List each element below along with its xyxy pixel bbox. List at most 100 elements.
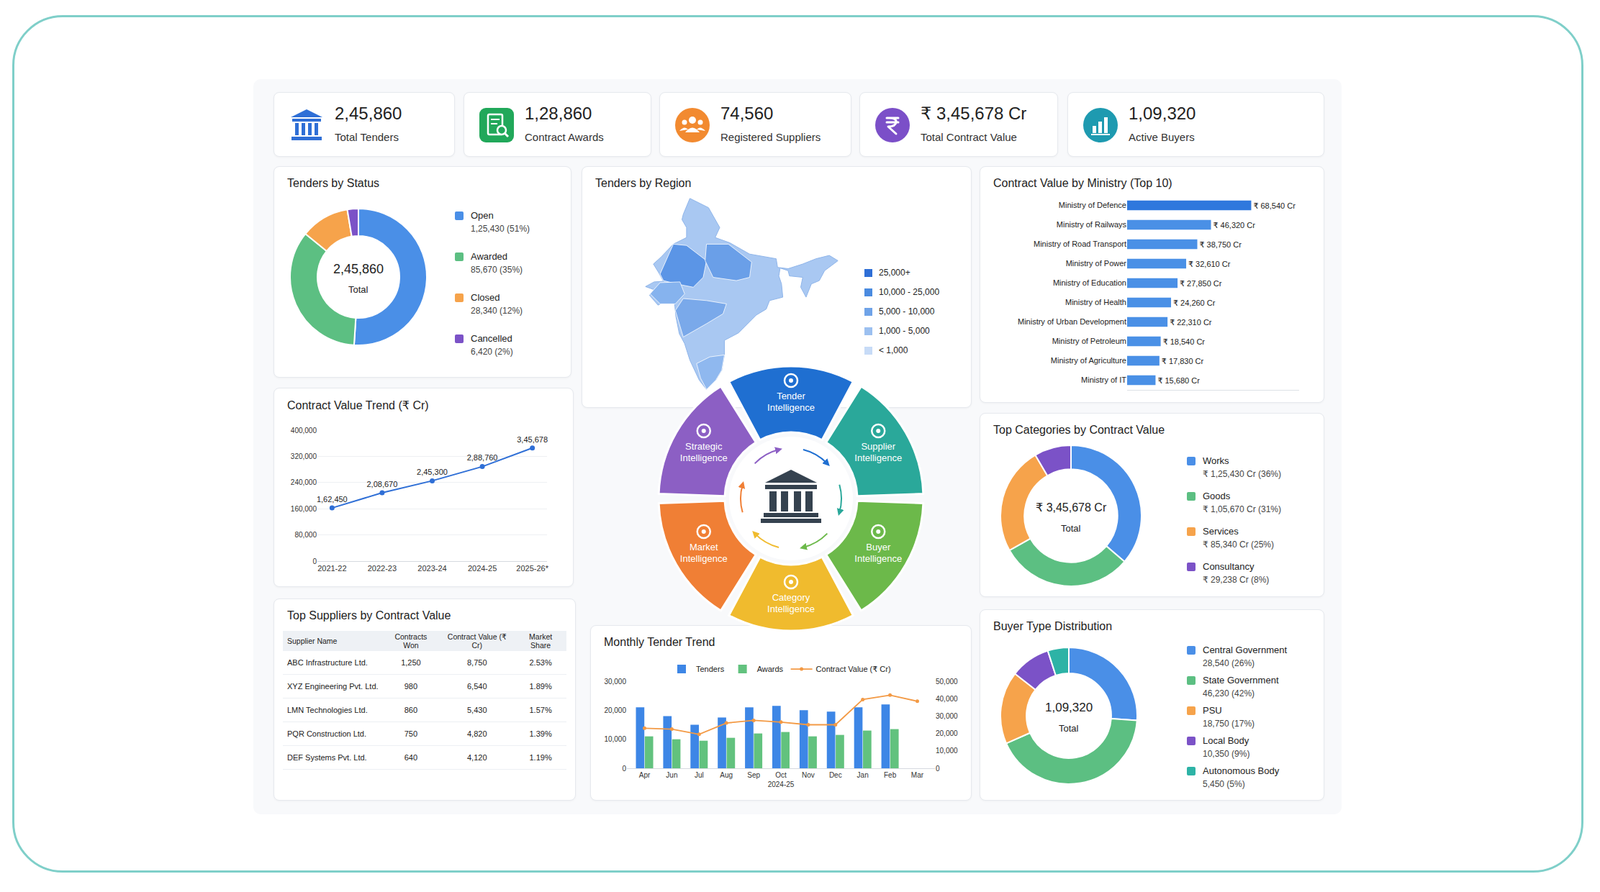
- svg-text:Tenders: Tenders: [695, 665, 725, 674]
- svg-text:Ministry of Railways: Ministry of Railways: [1056, 220, 1128, 229]
- html-text:Tenders by Status: Tenders by Status: [287, 177, 380, 190]
- html-text:Top Suppliers by Contract Valu: Top Suppliers by Contract Value: [287, 609, 451, 622]
- svg-text:₹ 24,260 Cr: ₹ 24,260 Cr: [1173, 298, 1216, 308]
- svg-text:Ministry of Health: Ministry of Health: [1065, 297, 1127, 307]
- svg-text:Awards: Awards: [757, 665, 784, 674]
- svg-text:20,000: 20,000: [935, 729, 958, 738]
- svg-text:80,000: 80,000: [294, 531, 317, 540]
- svg-text:MarketIntelligence: MarketIntelligence: [680, 541, 728, 565]
- svg-text:30,000: 30,000: [935, 712, 958, 721]
- svg-text:1,09,320: 1,09,320: [1045, 701, 1093, 715]
- svg-text:₹ 68,540 Cr: ₹ 68,540 Cr: [1253, 201, 1296, 211]
- svg-text:320,000: 320,000: [290, 452, 318, 461]
- svg-text:Sep: Sep: [747, 771, 761, 780]
- html-text:Contract Value (₹ Cr): Contract Value (₹ Cr): [447, 632, 507, 650]
- svg-text:2,45,860: 2,45,860: [333, 261, 384, 277]
- html-text:Consultancy: Consultancy: [1202, 561, 1255, 573]
- svg-text:400,000: 400,000: [290, 426, 318, 435]
- svg-text:0: 0: [935, 765, 940, 774]
- html-text:Registered Suppliers: Registered Suppliers: [720, 130, 821, 144]
- svg-text:Contract Value (₹ Cr): Contract Value (₹ Cr): [816, 665, 892, 674]
- svg-text:Total: Total: [1060, 523, 1082, 535]
- svg-text:2,08,670: 2,08,670: [366, 480, 398, 489]
- svg-text:1,62,450: 1,62,450: [316, 495, 348, 504]
- svg-text:₹ 17,830 Cr: ₹ 17,830 Cr: [1161, 356, 1205, 366]
- svg-text:TenderIntelligence: TenderIntelligence: [767, 390, 815, 414]
- svg-text:Ministry of Urban Development: Ministry of Urban Development: [1017, 317, 1127, 327]
- svg-text:SupplierIntelligence: SupplierIntelligence: [854, 441, 902, 464]
- svg-text:₹ 22,310 Cr: ₹ 22,310 Cr: [1169, 318, 1213, 327]
- svg-text:₹ 46,320 Cr: ₹ 46,320 Cr: [1213, 220, 1256, 230]
- svg-text:Jan: Jan: [857, 771, 869, 780]
- svg-text:2024-25: 2024-25: [767, 780, 795, 789]
- html-text:Total Contract Value: Total Contract Value: [920, 130, 1018, 144]
- svg-text:2021-22: 2021-22: [317, 564, 347, 573]
- html-text:Contract Awards: Contract Awards: [524, 130, 604, 144]
- svg-text:2,88,760: 2,88,760: [467, 453, 499, 463]
- svg-text:Apr: Apr: [639, 771, 651, 780]
- html-text:2,45,860: 2,45,860: [334, 103, 402, 124]
- html-text:Market Share: Market Share: [529, 632, 553, 650]
- svg-text:Nov: Nov: [801, 771, 815, 780]
- svg-text:240,000: 240,000: [290, 478, 318, 487]
- svg-text:₹ 3,45,678 Cr: ₹ 3,45,678 Cr: [1035, 501, 1107, 514]
- svg-text:Dec: Dec: [829, 771, 843, 780]
- svg-text:10,000: 10,000: [603, 735, 627, 744]
- html-text:Closed: Closed: [470, 292, 500, 304]
- html-text:1,09,320: 1,09,320: [1128, 103, 1196, 124]
- svg-text:30,000: 30,000: [603, 678, 627, 686]
- svg-text:Oct: Oct: [775, 771, 787, 780]
- svg-text:Ministry of Agriculture: Ministry of Agriculture: [1050, 356, 1127, 365]
- svg-text:2024-25: 2024-25: [467, 564, 497, 573]
- html-text:1,28,860: 1,28,860: [524, 103, 592, 124]
- html-text:Tenders by Region: Tenders by Region: [595, 177, 692, 190]
- svg-text:₹ 32,610 Cr: ₹ 32,610 Cr: [1188, 259, 1231, 269]
- svg-text:Ministry of Petroleum: Ministry of Petroleum: [1052, 336, 1127, 346]
- html-text:Total Tenders: Total Tenders: [334, 130, 399, 144]
- svg-text:Ministry of Road Transport: Ministry of Road Transport: [1033, 239, 1127, 249]
- svg-text:2023-24: 2023-24: [417, 564, 447, 573]
- svg-text:Ministry of Defence: Ministry of Defence: [1058, 200, 1127, 210]
- svg-text:₹ 38,750 Cr: ₹ 38,750 Cr: [1199, 240, 1242, 250]
- svg-text:BuyerIntelligence: BuyerIntelligence: [854, 541, 902, 565]
- svg-text:₹ 27,850 Cr: ₹ 27,850 Cr: [1179, 279, 1223, 288]
- html-text:Contract Value by Ministry (To: Contract Value by Ministry (Top 10): [993, 177, 1173, 190]
- svg-text:2025-26*: 2025-26*: [516, 564, 549, 573]
- svg-text:Feb: Feb: [883, 771, 897, 780]
- svg-text:20,000: 20,000: [603, 706, 627, 715]
- html-text:Goods: Goods: [1202, 490, 1231, 502]
- html-text:Cancelled: Cancelled: [470, 333, 513, 345]
- html-text:Active Buyers: Active Buyers: [1128, 130, 1195, 144]
- svg-text:₹ 18,540 Cr: ₹ 18,540 Cr: [1163, 337, 1206, 347]
- html-text:74,560: 74,560: [720, 103, 774, 124]
- svg-text:160,000: 160,000: [290, 505, 318, 514]
- svg-text:StrategicIntelligence: StrategicIntelligence: [680, 441, 728, 464]
- svg-text:Ministry of Education: Ministry of Education: [1052, 278, 1127, 288]
- svg-text:10,000: 10,000: [935, 747, 958, 756]
- svg-text:0: 0: [312, 557, 317, 566]
- svg-text:40,000: 40,000: [935, 695, 958, 704]
- svg-text:0: 0: [621, 765, 627, 774]
- svg-text:2,45,300: 2,45,300: [416, 467, 448, 477]
- html-text:Top Categories by Contract Val: Top Categories by Contract Value: [993, 423, 1165, 437]
- html-text:Central Government: Central Government: [1202, 644, 1287, 656]
- svg-text:2022-23: 2022-23: [367, 564, 397, 573]
- svg-text:Total: Total: [1058, 723, 1079, 735]
- svg-text:Ministry of IT: Ministry of IT: [1081, 375, 1127, 385]
- svg-text:₹ 15,680 Cr: ₹ 15,680 Cr: [1157, 376, 1200, 386]
- html-text:₹ 3,45,678 Cr: ₹ 3,45,678 Cr: [920, 103, 1027, 124]
- html-text:Works: Works: [1202, 455, 1230, 467]
- svg-text:Jun: Jun: [665, 771, 678, 780]
- svg-text:Ministry of Power: Ministry of Power: [1065, 259, 1128, 268]
- svg-text:50,000: 50,000: [935, 678, 958, 686]
- html-text:Monthly Tender Trend: Monthly Tender Trend: [603, 636, 716, 649]
- html-text:Buyer Type Distribution: Buyer Type Distribution: [993, 620, 1113, 633]
- html-text:Contract Value Trend (₹ Cr): Contract Value Trend (₹ Cr): [287, 399, 429, 412]
- svg-text:CategoryIntelligence: CategoryIntelligence: [767, 592, 815, 615]
- html-text:Contracts Won: Contracts Won: [394, 632, 428, 650]
- svg-text:3,45,678: 3,45,678: [516, 435, 548, 445]
- svg-text:Aug: Aug: [719, 771, 733, 780]
- svg-text:Jul: Jul: [694, 771, 704, 780]
- svg-text:Mar: Mar: [911, 771, 925, 780]
- svg-text:Total: Total: [348, 284, 369, 296]
